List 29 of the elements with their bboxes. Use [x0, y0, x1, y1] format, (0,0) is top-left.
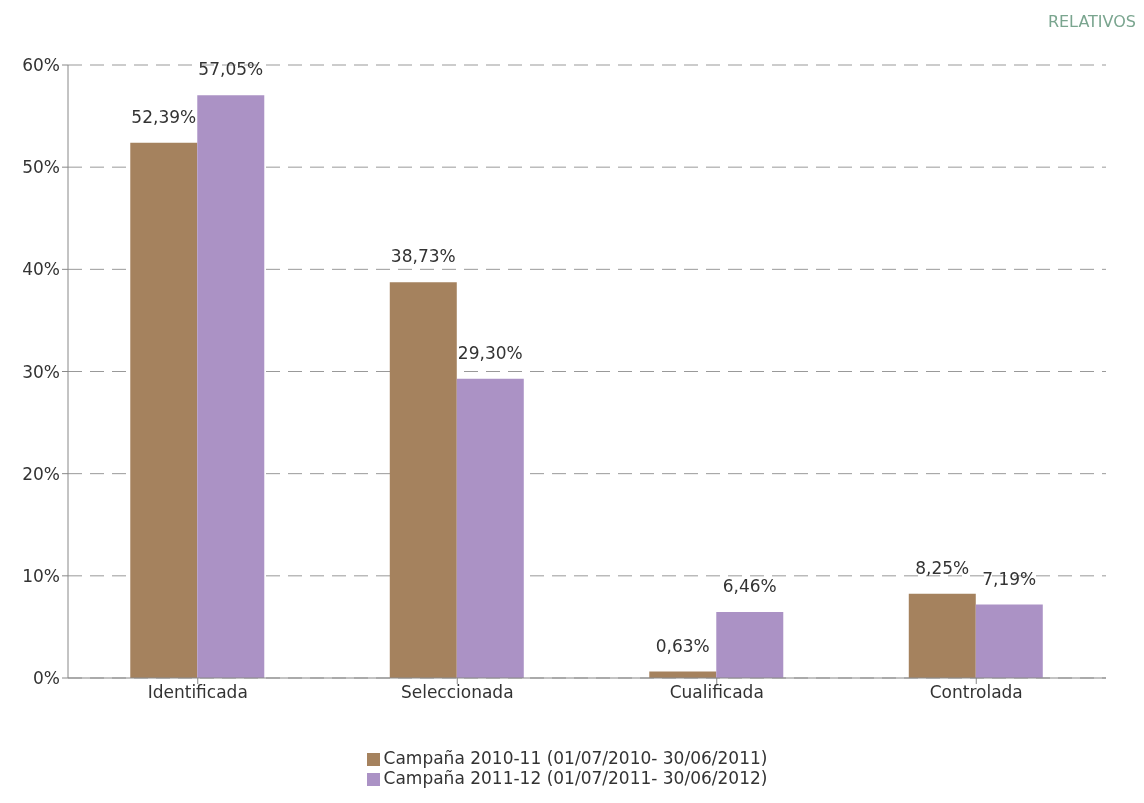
bar	[197, 95, 265, 678]
y-tick-label: 20%	[22, 463, 60, 484]
data-label: 6,46%	[722, 576, 777, 596]
legend-label: Campaña 2010-11 (01/07/2010- 30/06/2011)	[383, 748, 768, 768]
y-tick-label: 50%	[22, 157, 60, 178]
bar	[130, 142, 198, 678]
y-tick-label: 0%	[33, 668, 60, 689]
x-tick-label: Seleccionada	[400, 682, 514, 703]
data-label: 0,63%	[655, 635, 710, 656]
bar	[716, 612, 784, 678]
bar	[908, 593, 976, 678]
bar	[975, 604, 1043, 678]
y-tick-label: 10%	[22, 565, 60, 586]
x-tick-label: Controlada	[929, 682, 1023, 703]
legend-label: Campaña 2011-12 (01/07/2011- 30/06/2012)	[383, 768, 768, 788]
data-label: 57,05%	[198, 59, 264, 80]
data-label: 7,19%	[982, 568, 1037, 589]
data-label: 29,30%	[457, 342, 523, 363]
x-tick-label: Identificada	[147, 682, 248, 703]
y-tick-label: 60%	[22, 55, 60, 76]
chart-subtitle: RELATIVOS	[1047, 12, 1136, 31]
data-label: 38,73%	[390, 246, 456, 267]
y-tick-label: 40%	[22, 259, 60, 280]
bar	[456, 378, 524, 678]
x-tick-label: Cualificada	[669, 682, 764, 703]
data-label: 8,25%	[915, 557, 970, 578]
data-label: 52,39%	[131, 106, 197, 127]
y-tick-label: 30%	[22, 361, 60, 382]
bar	[389, 282, 457, 678]
